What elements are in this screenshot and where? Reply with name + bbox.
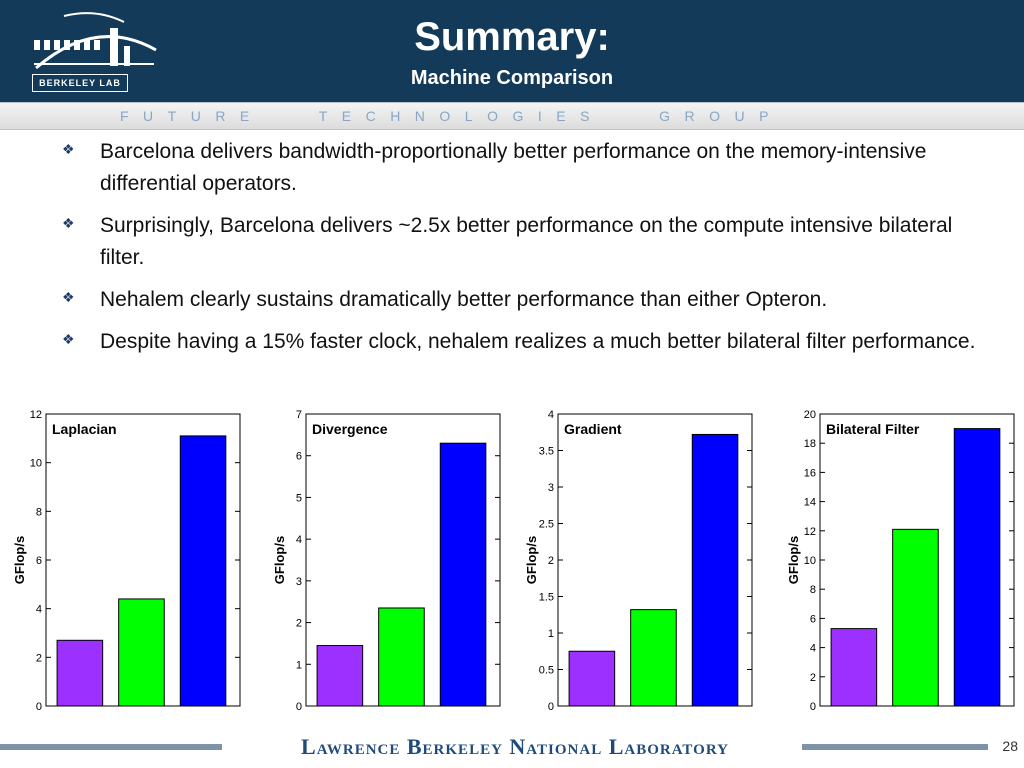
y-tick-label: 4: [548, 409, 554, 421]
bar: [892, 528, 939, 707]
footer-rule-left: [0, 744, 222, 750]
header-bar: BERKELEY LAB Summary: Machine Comparison: [0, 0, 1024, 102]
bullet-item: ❖ Despite having a 15% faster clock, neh…: [62, 326, 982, 358]
bar: [179, 435, 227, 707]
y-tick-label: 5: [296, 492, 302, 504]
y-tick-label: 8: [36, 506, 42, 518]
bullet-text: Surprisingly, Barcelona delivers ~2.5x b…: [100, 214, 953, 269]
diamond-bullet-icon: ❖: [62, 215, 75, 231]
bar: [630, 609, 677, 707]
bullet-item: ❖ Surprisingly, Barcelona delivers ~2.5x…: [62, 210, 982, 274]
page-number: 28: [1002, 738, 1018, 754]
y-tick-label: 16: [804, 467, 816, 479]
bullet-item: ❖ Nehalem clearly sustains dramatically …: [62, 284, 982, 316]
y-axis-label: GFlop/s: [272, 536, 287, 584]
y-tick-label: 12: [804, 526, 816, 538]
y-tick-label: 6: [810, 613, 816, 625]
berkeley-lab-logo: [34, 12, 157, 70]
y-tick-label: 4: [296, 534, 302, 546]
y-tick-label: 2: [296, 618, 302, 630]
y-tick-label: 3.5: [539, 446, 554, 458]
y-tick-label: 1: [548, 628, 554, 640]
y-tick-label: 18: [804, 438, 816, 450]
bar: [691, 433, 739, 707]
y-tick-label: 0: [296, 701, 302, 713]
group-band: FUTURE TECHNOLOGIES GROUP: [0, 102, 1024, 130]
lab-name: Lawrence Berkeley National Laboratory: [301, 734, 729, 759]
y-tick-label: 0: [548, 701, 554, 713]
y-tick-label: 10: [804, 555, 816, 567]
y-tick-label: 2: [36, 652, 42, 664]
chart-title: Laplacian: [52, 421, 117, 437]
y-tick-label: 3: [296, 576, 302, 588]
y-tick-label: 14: [804, 497, 816, 509]
chart-title: Gradient: [564, 421, 622, 437]
y-tick-label: 8: [810, 584, 816, 596]
bar: [568, 650, 616, 707]
gradient-chart: 0 0.5 1 1.5 2 2.5 3 3.5 4 GFlop/s Gradient: [524, 409, 753, 713]
diamond-bullet-icon: ❖: [62, 331, 75, 347]
y-axis-label: GFlop/s: [12, 536, 27, 584]
y-axis-label: GFlop/s: [786, 536, 801, 584]
y-tick-label: 6: [36, 555, 42, 567]
y-tick-label: 0.5: [539, 665, 554, 677]
y-tick-label: 2: [548, 555, 554, 567]
y-tick-label: 3: [548, 482, 554, 494]
y-tick-label: 12: [30, 409, 42, 421]
y-tick-label: 0: [36, 701, 42, 713]
bar: [56, 639, 104, 707]
y-tick-label: 0: [810, 701, 816, 713]
y-tick-label: 7: [296, 409, 302, 421]
bullet-text: Despite having a 15% faster clock, nehal…: [100, 330, 976, 353]
chart-title: Divergence: [312, 421, 388, 437]
slide-subtitle: Machine Comparison: [410, 67, 614, 89]
diamond-bullet-icon: ❖: [62, 289, 75, 305]
y-axis-label: GFlop/s: [524, 536, 539, 584]
y-tick-label: 1.5: [539, 592, 554, 604]
bar: [118, 598, 165, 707]
y-tick-label: 1: [296, 659, 302, 671]
bullet-list: ❖ Barcelona delivers bandwidth-proportio…: [62, 136, 982, 368]
chart-title: Bilateral Filter: [826, 421, 920, 437]
diamond-bullet-icon: ❖: [62, 141, 75, 157]
y-tick-label: 4: [36, 604, 42, 616]
y-tick-label: 20: [804, 409, 816, 421]
y-tick-label: 2.5: [539, 519, 554, 531]
laplacian-chart: 0 2 4 6 8 10 12 GFlop/s Laplacian: [12, 409, 241, 713]
bar: [830, 628, 878, 707]
y-tick-label: 2: [810, 672, 816, 684]
bullet-item: ❖ Barcelona delivers bandwidth-proportio…: [62, 136, 982, 200]
bar: [953, 428, 1001, 707]
slide-title: Summary:: [414, 15, 610, 59]
y-tick-label: 6: [296, 451, 302, 463]
bar: [378, 607, 425, 707]
group-band-text: FUTURE TECHNOLOGIES GROUP: [120, 108, 783, 124]
y-tick-label: 4: [810, 643, 816, 655]
bar: [316, 645, 364, 707]
logo-text: BERKELEY LAB: [32, 74, 128, 92]
bullet-text: Barcelona delivers bandwidth-proportiona…: [100, 140, 927, 195]
bilateral-filter-chart: 0 2 4 6 8 10 12 14 16 18 20 GFlop/s Bilateral Filter: [786, 409, 1015, 713]
footer-rule-right: [802, 744, 988, 750]
chart-row: 0 2 4 6 8 10 12 GFlop/s Laplacian 0 1 2 3 4 5 6 7 GFlop/…: [0, 404, 1024, 724]
bar: [439, 442, 487, 707]
bullet-text: Nehalem clearly sustains dramatically be…: [100, 288, 828, 311]
divergence-chart: 0 1 2 3 4 5 6 7 GFlop/s Divergence: [272, 409, 501, 713]
y-tick-label: 10: [30, 458, 42, 470]
